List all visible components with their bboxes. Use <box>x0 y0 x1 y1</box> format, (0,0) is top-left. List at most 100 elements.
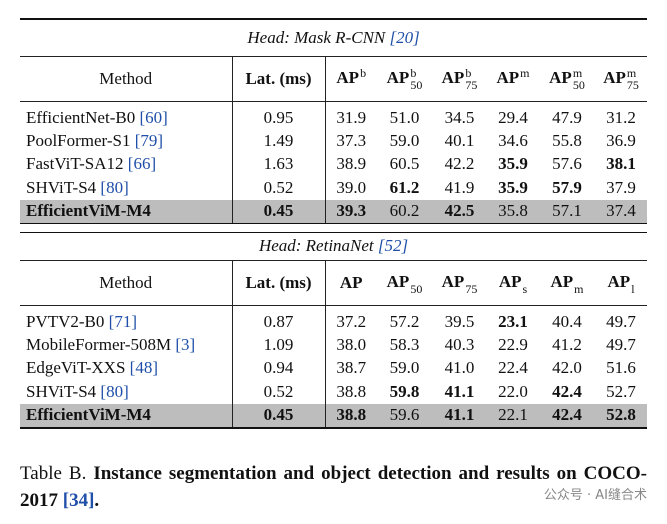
value: 41.0 <box>444 358 475 378</box>
method-ref: [66] <box>127 154 157 174</box>
sup: b <box>410 66 417 80</box>
value-cell: 29.4 <box>487 102 539 130</box>
value-cell: 61.2 <box>377 176 432 199</box>
script-stack: m <box>520 67 529 91</box>
sup: b <box>465 66 472 80</box>
value: 22.9 <box>498 335 528 355</box>
value: 42.4 <box>552 381 582 401</box>
head-row: Head: RetinaNet [52] <box>20 232 647 260</box>
value-cell: 1.49 <box>232 129 326 153</box>
value-cell: 57.9 <box>539 176 595 199</box>
value: 38.0 <box>336 335 367 355</box>
value-cell: 31.9 <box>325 102 377 130</box>
value-cell: 22.1 <box>487 403 539 428</box>
value: 22.4 <box>498 358 528 378</box>
caption-ref: [34] <box>62 490 95 511</box>
value-cell: 37.2 <box>325 305 377 333</box>
method-ref: [71] <box>108 311 137 331</box>
sub: 75 <box>626 78 639 92</box>
value: 42.4 <box>552 405 582 425</box>
column-header: AP <box>325 259 377 306</box>
value: 59.0 <box>389 358 420 378</box>
value: 52.8 <box>606 405 636 425</box>
method-ref: [79] <box>134 131 164 151</box>
value: 42.0 <box>552 358 582 378</box>
value-cell: 42.5 <box>432 199 487 223</box>
value-cell: 0.95 <box>232 101 326 130</box>
value-cell: 38.9 <box>325 153 377 176</box>
value-cell: 59.0 <box>377 357 432 380</box>
value-cell: 36.9 <box>595 129 647 152</box>
value: 59.0 <box>389 131 420 151</box>
method-cell: EfficientViM-M4 <box>20 403 233 428</box>
value-cell: 38.8 <box>325 380 377 403</box>
column-base: AP <box>441 67 465 87</box>
method-ref: [3] <box>175 335 196 355</box>
column-base: Lat. (ms) <box>245 69 312 88</box>
value-cell: 35.9 <box>487 176 539 199</box>
value-cell: 31.2 <box>595 102 647 130</box>
value: 51.0 <box>389 107 420 127</box>
value-cell: 35.8 <box>487 199 539 223</box>
value-cell: 22.9 <box>487 333 539 356</box>
value: 57.2 <box>389 311 420 331</box>
value: 0.45 <box>263 201 294 221</box>
value-cell: 0.45 <box>232 199 326 223</box>
value-cell: 58.3 <box>377 333 432 356</box>
value-cell: 34.6 <box>487 129 539 152</box>
column-base: AP <box>336 67 360 87</box>
method-name: EfficientViM-M4 <box>26 405 151 425</box>
value-cell: 1.63 <box>232 152 326 177</box>
value: 31.9 <box>336 107 367 127</box>
value-cell: 37.9 <box>595 176 647 199</box>
script-stack: b 75 <box>465 67 477 91</box>
value-cell: 51.0 <box>377 102 432 130</box>
value-cell: 47.9 <box>539 102 595 130</box>
value: 39.3 <box>336 201 367 221</box>
value: 59.6 <box>389 405 420 425</box>
script-stack: m 75 <box>627 67 639 91</box>
value-cell: 41.1 <box>432 403 487 428</box>
tables: Head: Mask R-CNN [20] Method Lat. (ms) AP b … <box>20 18 648 429</box>
column-base: AP <box>603 67 626 87</box>
value: 57.1 <box>552 201 582 221</box>
sup: m <box>626 66 637 80</box>
table: Head: RetinaNet [52] Method Lat. (ms) AP AP … <box>20 231 648 429</box>
column-base: AP <box>386 67 410 87</box>
value: 40.4 <box>552 311 582 331</box>
method-cell: EfficientViM-M4 <box>20 199 233 223</box>
column-header: AP m <box>539 259 595 306</box>
value: 0.95 <box>263 107 294 127</box>
column-header: Method <box>20 56 233 102</box>
method-name: EdgeViT-XXS <box>26 358 126 378</box>
value-cell: 38.8 <box>325 403 377 428</box>
value-cell: 60.2 <box>377 199 432 223</box>
value-cell: 22.4 <box>487 357 539 380</box>
value: 39.0 <box>336 177 367 197</box>
method-cell: PVTV2-B0 [71] <box>20 305 233 334</box>
method-ref: [60] <box>139 107 168 127</box>
sup: m <box>572 66 583 80</box>
column-base: AP <box>550 271 574 291</box>
method-cell: SHViT-S4 [80] <box>20 380 233 404</box>
column-header: AP 50 <box>377 259 432 306</box>
column-header: Lat. (ms) <box>232 56 326 102</box>
script-stack: b <box>360 67 366 91</box>
value-cell: 49.7 <box>595 305 647 333</box>
method-cell: EdgeViT-XXS [48] <box>20 356 233 381</box>
data-row: SHViT-S4 [80] 0.52 39.0 61.2 41.9 35.9 57.9 37.… <box>20 176 647 200</box>
value: 22.0 <box>498 381 528 401</box>
value-cell: 34.5 <box>432 102 487 130</box>
caption-end: . <box>94 490 100 511</box>
value: 0.87 <box>263 311 294 331</box>
column-base: AP <box>339 272 363 292</box>
value: 34.6 <box>498 131 528 151</box>
value-cell: 38.7 <box>325 357 377 380</box>
value-cell: 39.0 <box>325 176 377 199</box>
column-base: AP <box>386 271 410 291</box>
value: 1.09 <box>263 335 294 355</box>
value: 58.3 <box>389 335 420 355</box>
value-cell: 57.2 <box>377 305 432 333</box>
value-cell: 0.52 <box>232 176 326 200</box>
